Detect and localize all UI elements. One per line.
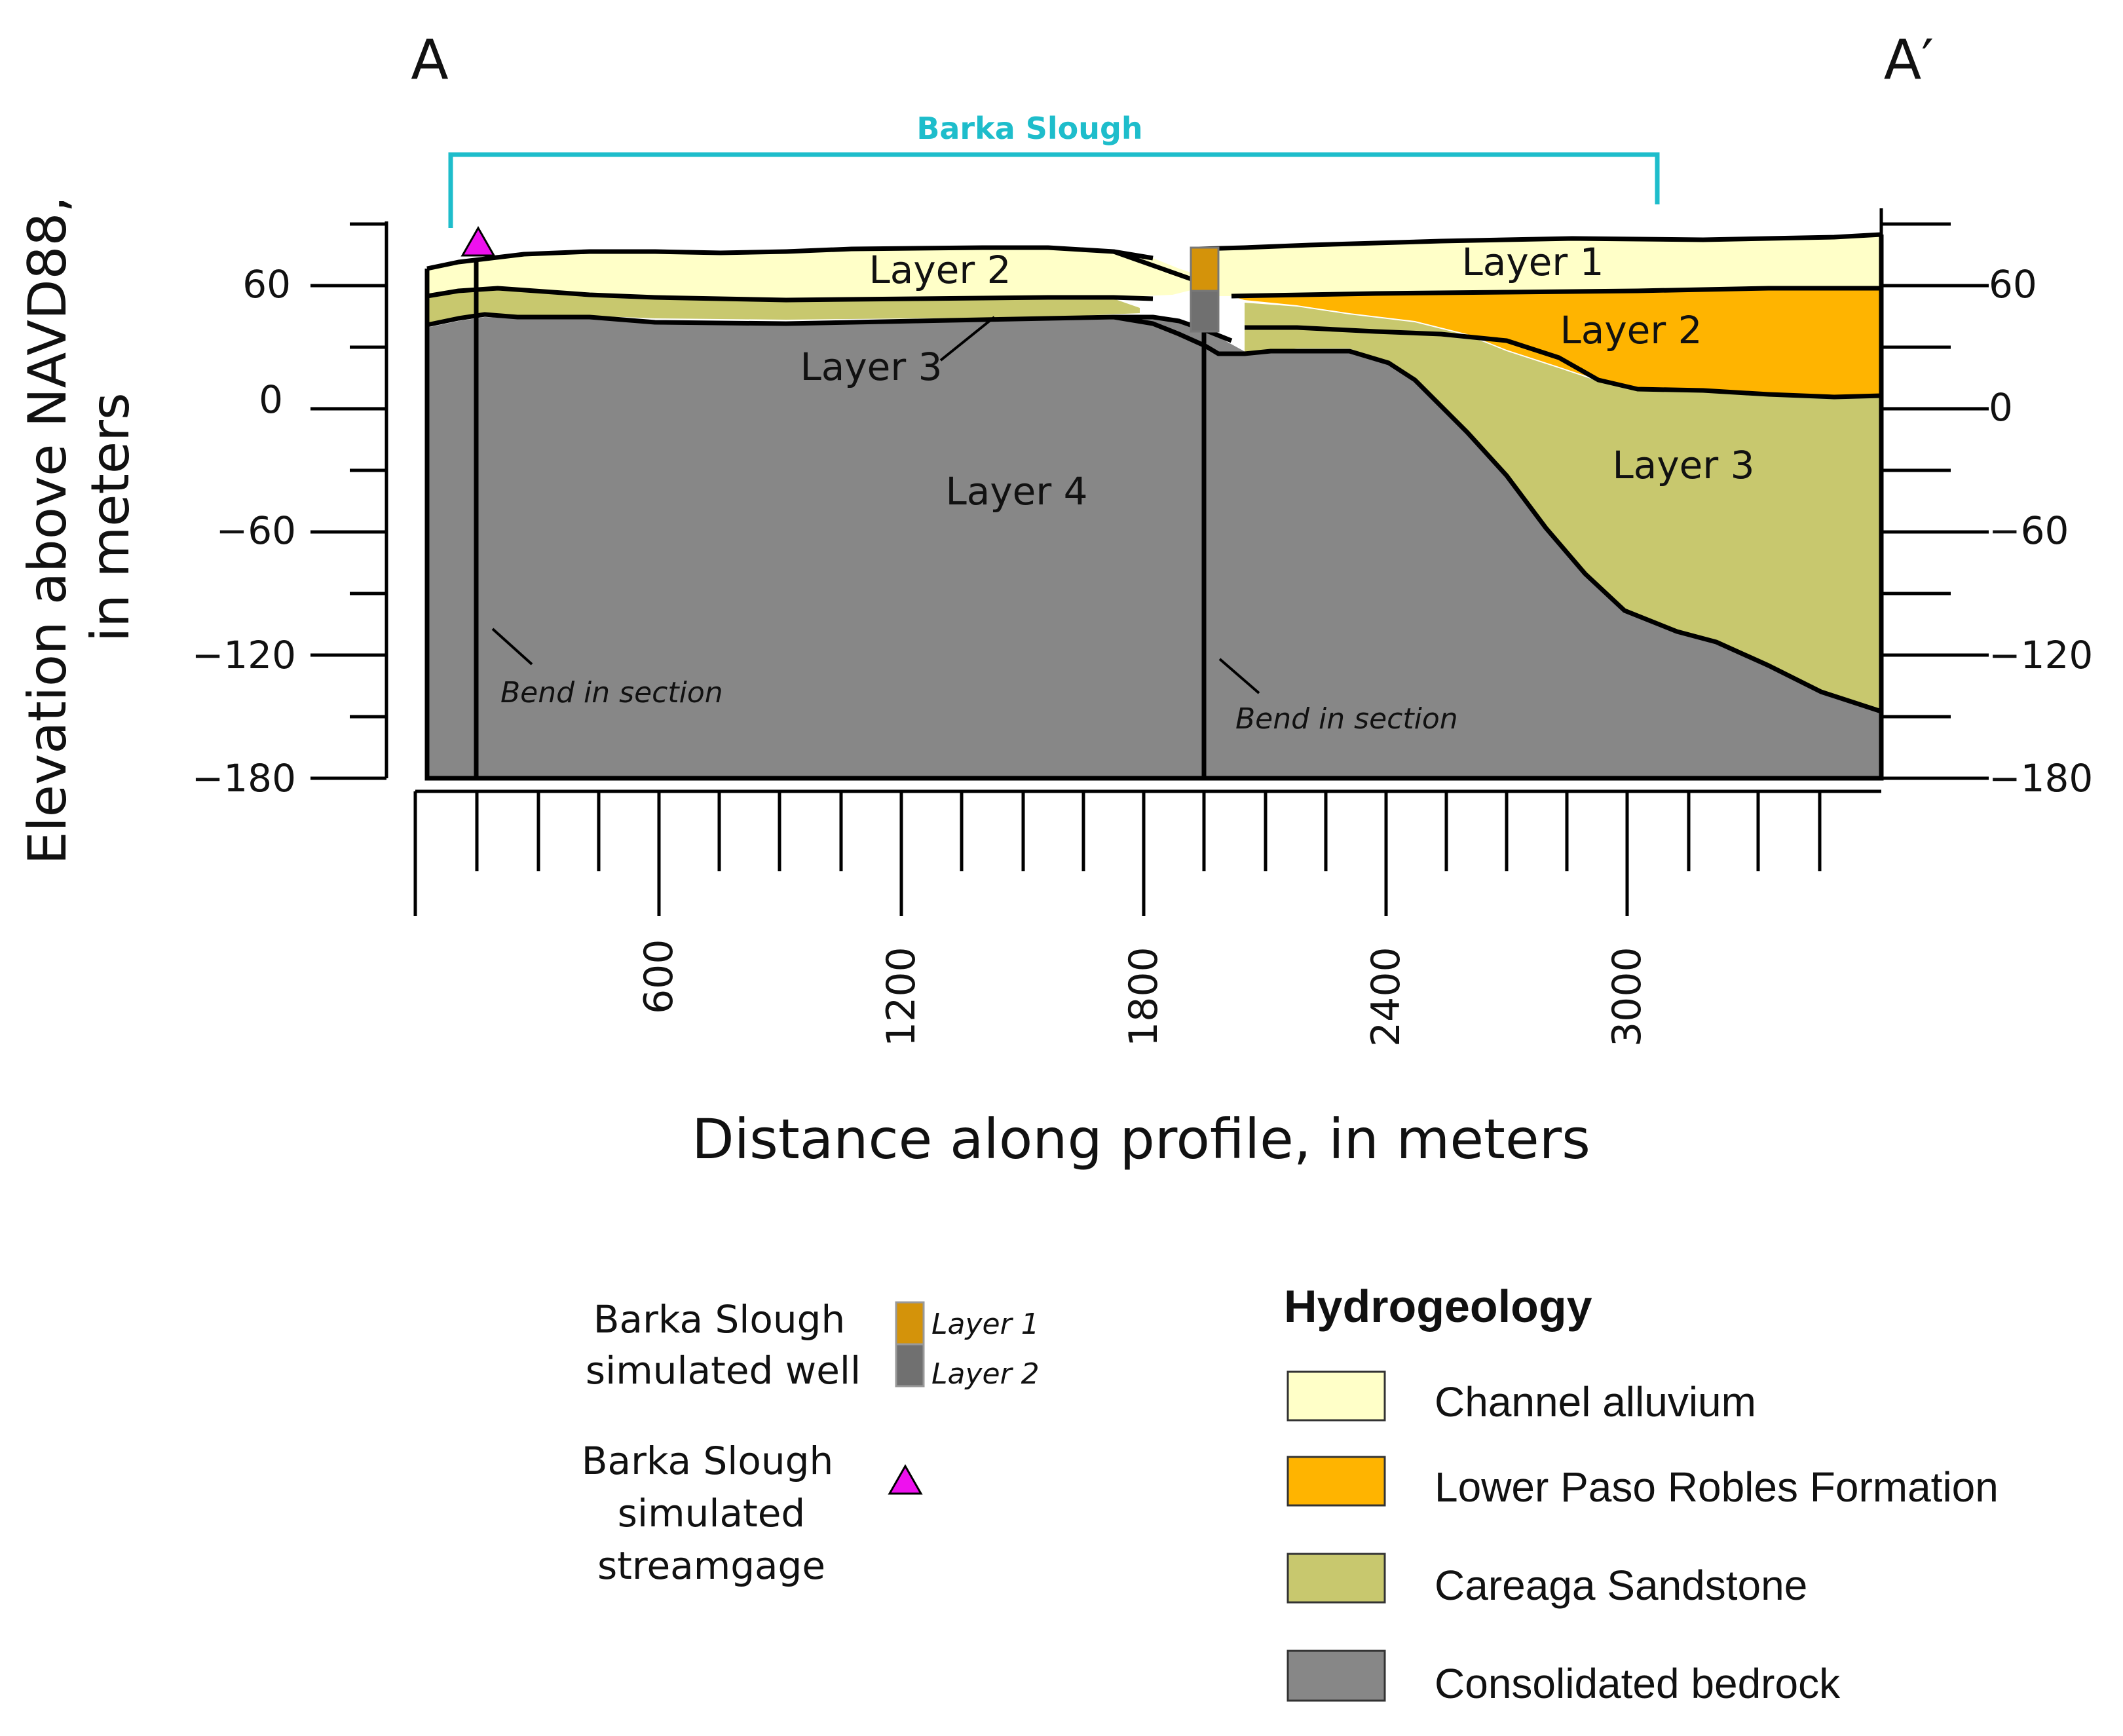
x-tick-label: 1200 [878,947,924,1047]
well-legend-label-line1: Barka Slough [593,1297,845,1342]
legend-well-layer1-swatch [895,1301,925,1346]
channel-alluvium-left [427,248,1199,300]
bend-label-1: Bend in section [500,676,723,709]
legend-swatch-channel-alluvium [1287,1370,1386,1422]
x-tick-labels: 600 1200 1800 2400 3000 [636,939,1650,1047]
layer-boundary-lines [426,232,1883,714]
left-layer4-label: Layer 4 [945,469,1087,514]
x-tick-label: 1800 [1121,947,1167,1047]
layer3-leader-line [939,316,996,362]
y-tick-right: −180 [1989,756,2093,801]
left-layer2-label: Layer 2 [869,248,1011,292]
barka-slough-label: Barka Slough [916,111,1142,146]
gage-legend-label-line2: simulated [618,1491,806,1536]
barka-slough-bracket [448,152,1660,228]
legend-label-consolidated-bedrock: Consolidated bedrock [1435,1660,1841,1707]
legend-label-channel-alluvium: Channel alluvium [1435,1378,1756,1425]
y-tick-right: −120 [1989,633,2093,677]
hydrogeology-legend: Hydrogeology Channel alluvium Lower Paso… [1284,1281,1999,1707]
section-well-layer1 [1190,246,1220,292]
left-y-tick-labels: 60 0 −60 −120 −180 [192,262,296,801]
legend-label-careaga-sandstone: Careaga Sandstone [1435,1562,1807,1609]
right-layer2-label: Layer 2 [1560,308,1702,352]
right-layer3-label: Layer 3 [1612,443,1754,487]
right-y-tick-labels: 60 0 −60 −120 −180 [1989,262,2093,801]
section-end-label: A′ [1884,28,1934,92]
x-tick-label: 2400 [1363,947,1409,1047]
legend-well-layer2-swatch [895,1343,925,1387]
y-axis-title: Elevation above NAVD88, in meters [17,196,141,865]
legend-streamgage-marker [888,1463,923,1495]
bend-leader-1 [491,628,533,666]
x-tick-label: 600 [636,939,682,1014]
section-streamgage-marker [460,225,496,257]
y-tick-left: −180 [192,756,296,801]
y-tick-right: −60 [1989,508,2069,553]
section-well-layer2 [1190,290,1220,333]
x-tick-label: 3000 [1604,947,1650,1047]
y-tick-right: 0 [1989,385,2013,430]
y-tick-right: 60 [1989,262,2037,307]
y-tick-left: −60 [216,508,296,553]
hydrogeology-legend-title: Hydrogeology [1284,1281,1592,1332]
legend-swatch-consolidated-bedrock [1287,1650,1386,1702]
right-y-axis [1879,208,1989,780]
well-legend-label-line2: simulated well [586,1348,861,1393]
right-layer1-label: Layer 1 [1461,240,1604,284]
left-y-axis [310,221,388,780]
bend-leader-2 [1218,658,1260,694]
x-axis [413,789,1881,916]
careaga-sandstone-right [1245,303,1881,710]
y-axis-title-line2: in meters [80,392,141,642]
legend-well-layer1-label: Layer 1 [931,1308,1040,1341]
symbols-legend: Barka Slough simulated well Layer 1 Laye… [582,1297,1040,1588]
y-tick-left: 60 [242,262,291,307]
legend-swatch-lower-paso-robles [1287,1456,1386,1507]
legend-label-lower-paso-robles: Lower Paso Robles Formation [1435,1463,1999,1511]
x-axis-title: Distance along profile, in meters [692,1107,1590,1171]
bend-label-2: Bend in section [1235,702,1458,736]
lower-paso-robles-area [1231,288,1881,396]
channel-alluvium-right [1199,235,1881,296]
y-tick-left: −120 [192,633,296,677]
y-axis-title-line1: Elevation above NAVD88, [17,196,78,865]
gage-legend-label-line1: Barka Slough [582,1439,833,1483]
gage-legend-label-line3: streamgage [597,1543,825,1588]
consolidated-bedrock-area [427,317,1881,778]
left-layer3-label: Layer 3 [800,345,942,389]
legend-swatch-careaga-sandstone [1287,1553,1386,1604]
section-start-label: A [411,28,448,92]
legend-well-layer2-label: Layer 2 [931,1357,1040,1391]
y-tick-left: 0 [259,377,283,422]
